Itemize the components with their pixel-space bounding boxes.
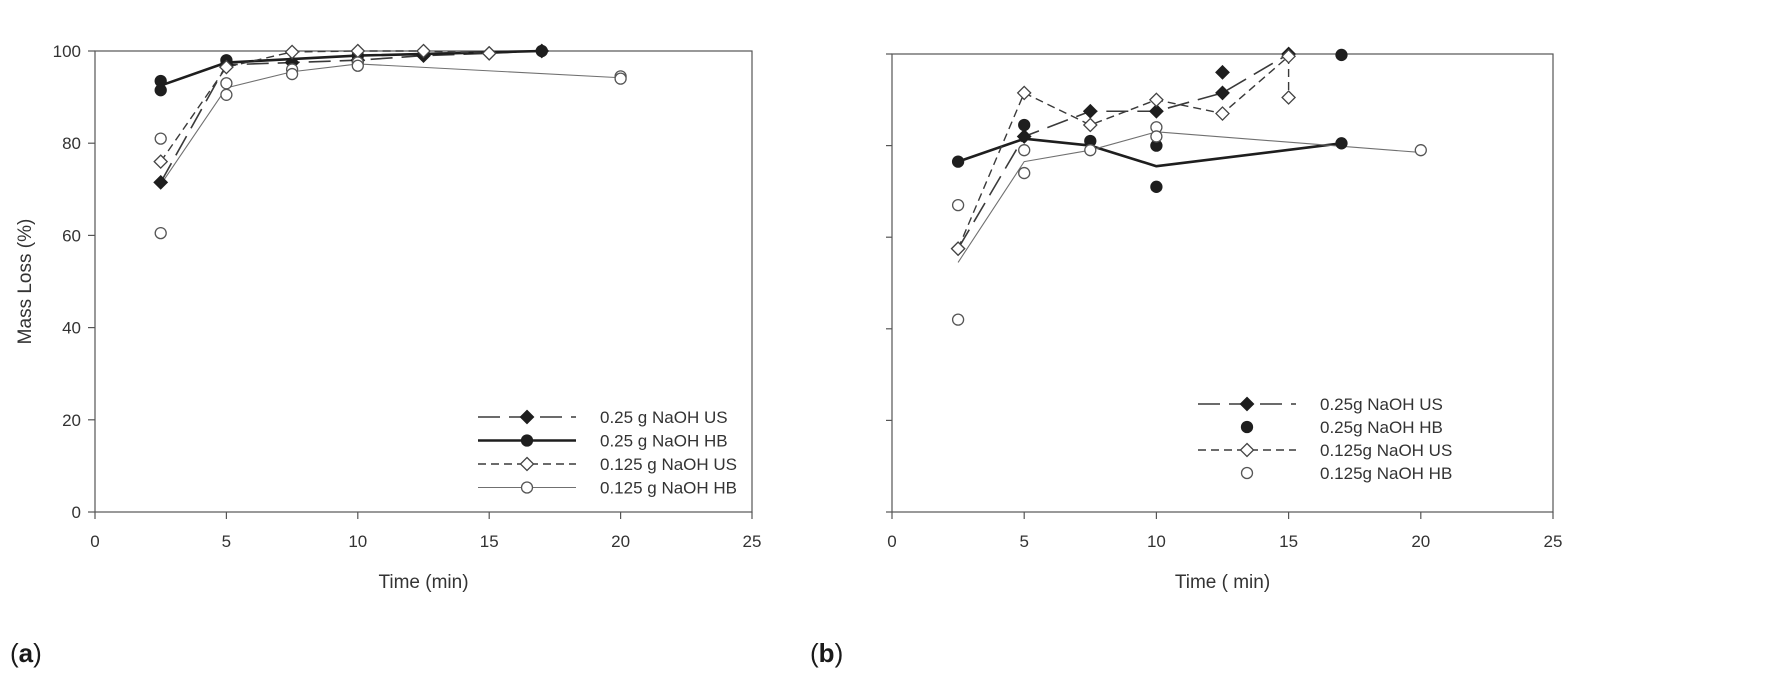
data-point-a-3: [220, 77, 233, 90]
legend-marker-a-0: [519, 409, 535, 425]
data-point-b-0: [1016, 129, 1032, 144]
series-markers-a-3: [154, 56, 627, 240]
data-point-b-1: [1150, 180, 1163, 193]
legend-a: 0.25 g NaOH US 0.25 g NaOH HB 0.125 g NaOH…: [478, 408, 737, 498]
x-axis-title-a: Time (min): [378, 572, 468, 593]
x-tick-label-a: 10: [348, 532, 367, 551]
chart-panel-a: 0 5 10 15 20 25 0 20 40 60 80 100 Time (min) Mass Los…: [15, 42, 762, 593]
y-axis-title-a: Mass Loss (%): [15, 219, 36, 345]
legend-label-b-2: 0.125g NaOH US: [1320, 441, 1452, 460]
x-tick-label-b: 25: [1544, 532, 1563, 551]
series-line-a-2: [160, 50, 490, 163]
legend-marker-a-3: [520, 481, 534, 494]
y-tick-label-a: 20: [62, 411, 81, 430]
x-tick-label-a: 0: [90, 532, 99, 551]
y-tick-label-a: 40: [62, 319, 81, 338]
series-markers-a-2: [153, 43, 497, 170]
panel-label-b: (b): [810, 638, 844, 668]
data-point-b-1: [1335, 137, 1348, 150]
data-point-b-2: [1148, 92, 1164, 108]
data-point-a-1: [535, 44, 548, 58]
data-point-b-2: [1215, 106, 1230, 121]
x-tick-label-b: 20: [1411, 532, 1430, 551]
data-point-b-3: [1150, 130, 1163, 143]
y-tick-label-a: 0: [72, 503, 81, 522]
data-point-b-1: [1018, 118, 1031, 132]
data-point-a-2: [284, 44, 300, 60]
data-point-a-2: [153, 154, 169, 170]
data-point-a-1: [154, 84, 167, 97]
legend-marker-a-2: [519, 456, 535, 472]
data-point-b-3: [1018, 144, 1031, 157]
data-point-a-3: [220, 88, 233, 101]
data-point-b-3: [1018, 166, 1031, 180]
x-axis-title-b: Time ( min): [1175, 572, 1270, 593]
data-point-a-0: [153, 174, 169, 190]
data-point-b-1: [951, 155, 965, 168]
x-tick-label-b: 10: [1147, 532, 1166, 551]
legend-label-a-1: 0.25 g NaOH HB: [600, 432, 728, 451]
x-tick-label-b: 0: [887, 532, 896, 551]
data-point-b-3: [1414, 144, 1427, 157]
legend-b: 0.25g NaOH US 0.25g NaOH HB 0.125g NaOH US…: [1198, 395, 1452, 483]
data-point-a-2: [416, 43, 431, 59]
data-point-b-1: [1335, 48, 1348, 62]
legend-marker-b-0: [1239, 396, 1255, 412]
data-point-a-2: [218, 59, 234, 75]
legend-label-b-1: 0.25g NaOH HB: [1320, 418, 1443, 437]
data-point-a-3: [154, 132, 167, 145]
x-tick-label-a: 25: [743, 532, 762, 551]
data-point-b-2: [1016, 85, 1032, 101]
data-point-b-3: [951, 313, 965, 326]
legend-marker-b-2: [1239, 442, 1255, 458]
data-point-b-2: [950, 241, 966, 257]
x-tick-label-a: 15: [480, 532, 499, 551]
data-point-a-3: [285, 67, 299, 81]
plot-frame-a: [94, 50, 753, 513]
data-point-a-3: [154, 226, 167, 240]
data-point-a-2: [481, 45, 497, 61]
y-tick-label-a: 80: [62, 134, 81, 153]
legend-label-a-0: 0.25 g NaOH US: [600, 408, 728, 427]
x-tick-label-a: 5: [222, 532, 231, 551]
data-point-b-3: [951, 198, 965, 212]
data-point-b-2: [1281, 90, 1297, 105]
legend-label-a-3: 0.125 g NaOH HB: [600, 479, 737, 498]
data-point-a-3: [351, 59, 364, 72]
y-tick-label-a: 60: [62, 226, 81, 245]
x-tick-label-b: 15: [1279, 532, 1298, 551]
legend-marker-a-1: [520, 434, 534, 447]
data-point-b-2: [1082, 117, 1098, 133]
data-point-b-2: [1281, 48, 1297, 64]
plot-frame-b: [891, 53, 1554, 513]
legend-marker-b-3: [1240, 466, 1254, 480]
series-markers-b-2: [950, 48, 1297, 257]
legend-marker-b-1: [1240, 420, 1254, 434]
x-tick-label-a: 20: [611, 532, 630, 551]
data-point-b-0: [1215, 85, 1230, 101]
x-tick-label-b: 5: [1019, 532, 1028, 551]
series-line-b-0: [957, 53, 1290, 250]
data-point-b-3: [1084, 144, 1097, 157]
series-markers-b-3: [951, 121, 1427, 326]
data-point-b-0: [1215, 64, 1230, 80]
data-point-b-0: [1148, 103, 1164, 119]
legend-label-a-2: 0.125 g NaOH US: [600, 455, 737, 474]
legend-label-b-0: 0.25g NaOH US: [1320, 395, 1443, 414]
legend-label-b-3: 0.125g NaOH HB: [1320, 464, 1452, 483]
y-tick-label-a: 100: [53, 42, 81, 61]
series-markers-b-1: [951, 48, 1348, 193]
panel-label-a: (a): [10, 638, 42, 668]
data-point-a-3: [614, 72, 627, 85]
